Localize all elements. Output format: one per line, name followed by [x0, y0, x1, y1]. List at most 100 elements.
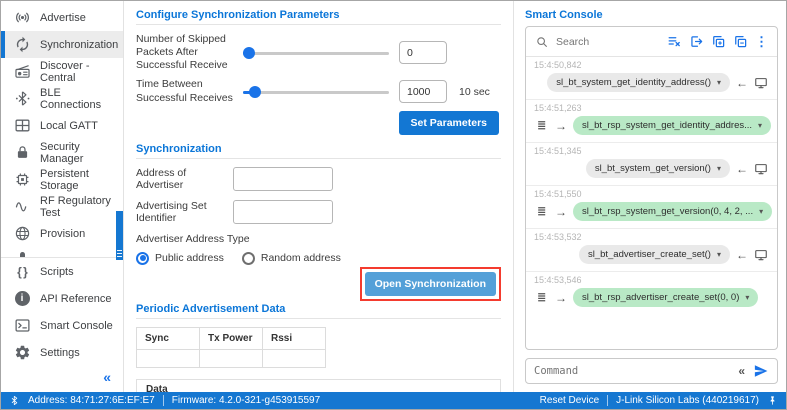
chevron-down-icon: ▾	[716, 78, 721, 87]
divider	[162, 395, 164, 406]
gear-icon	[13, 344, 31, 361]
radio-selected-icon[interactable]	[136, 251, 149, 265]
sidebar-item-advertise[interactable]: Advertise	[1, 4, 123, 31]
chevron-down-icon: ▾	[716, 164, 721, 173]
collapse-sidebar-button[interactable]: «	[103, 369, 111, 385]
sidebar-item-scripts[interactable]: { } Scripts	[1, 258, 123, 285]
log-command-pill[interactable]: sl_bt_system_get_version() ▾	[585, 159, 730, 178]
sidebar-item-security-manager[interactable]: Security Manager	[1, 139, 123, 166]
clear-log-icon[interactable]	[667, 34, 682, 49]
log-timestamp: 15:4:53,546	[534, 275, 582, 285]
sine-wave-icon	[13, 198, 31, 215]
log-entry: 15:4:53,532 sl_bt_advertiser_create_set(…	[526, 229, 777, 272]
radio-public-address[interactable]: Public address	[136, 251, 224, 265]
log-command-pill[interactable]: sl_bt_system_get_identity_address() ▾	[547, 73, 730, 92]
radio-icon	[13, 63, 31, 80]
sidebar-item-label: Provision	[40, 227, 86, 240]
lock-icon	[13, 144, 31, 161]
divider	[607, 395, 609, 406]
section-title-configure: Configure Synchronization Parameters	[136, 9, 340, 21]
sidebar-item-label: Synchronization	[40, 38, 119, 51]
sidebar-scrollbar-thumb[interactable]	[116, 211, 123, 260]
advertise-icon	[13, 9, 31, 26]
more-options-icon[interactable]: ⋮	[755, 34, 768, 49]
info-icon: i	[13, 291, 31, 306]
radio-unselected-icon[interactable]	[241, 251, 255, 265]
expand-all-icon[interactable]	[711, 34, 726, 49]
advertising-set-identifier-input[interactable]	[233, 199, 333, 224]
set-parameters-button[interactable]: Set Parameters	[398, 110, 499, 135]
sidebar-item-ble-connections[interactable]: BLE Connections	[1, 85, 123, 112]
export-log-icon[interactable]	[689, 34, 704, 49]
pin-icon[interactable]	[767, 395, 778, 406]
firmware-version: Firmware: 4.2.0-321-g453915597	[171, 395, 321, 406]
log-command-text: sl_bt_system_get_version()	[594, 163, 711, 174]
skipped-packets-slider[interactable]	[243, 46, 389, 59]
column-header: Rssi	[262, 326, 326, 350]
chevron-down-icon: ▾	[758, 121, 763, 130]
braces-icon: { }	[17, 264, 28, 279]
console-log-entries: 15:4:50,842 sl_bt_system_get_identity_ad…	[526, 57, 777, 349]
sidebar-item-discover-central[interactable]: Discover - Central	[1, 58, 123, 85]
sidebar-item-rf-regulatory-test[interactable]: RF Regulatory Test	[1, 193, 123, 220]
sidebar-item-label: Discover - Central	[40, 59, 90, 84]
open-synchronization-button[interactable]: Open Synchronization	[364, 271, 496, 296]
highlight-annotation: Open Synchronization	[359, 266, 501, 301]
sidebar-item-label: Local GATT	[40, 119, 98, 132]
field-row-advertising-set: Advertising Set Identifier	[136, 199, 501, 224]
log-response-pill[interactable]: sl_bt_rsp_system_get_identity_addres... …	[573, 116, 772, 135]
skipped-packets-input[interactable]	[399, 41, 447, 65]
open-synchronization-row: Open Synchronization	[136, 266, 501, 301]
sidebar-item-label: Settings	[40, 346, 80, 359]
section-title-synchronization: Synchronization	[136, 142, 222, 155]
arrow-left-icon: ←	[736, 247, 748, 262]
time-between-input[interactable]	[399, 80, 447, 103]
smart-console-panel: Smart Console	[513, 1, 786, 392]
sidebar-collapse-row: «	[1, 369, 123, 392]
sidebar-item-provision[interactable]: Provision	[1, 220, 123, 247]
terminal-icon	[13, 317, 31, 334]
sidebar-item-label: BLE Connections	[40, 86, 102, 111]
log-command-text: sl_bt_advertiser_create_set()	[587, 249, 711, 260]
field-label: Advertising Set Identifier	[136, 199, 207, 224]
monitor-icon	[754, 76, 768, 90]
sidebar-item-local-gatt[interactable]: Local GATT	[1, 112, 123, 139]
bluetooth-icon	[13, 90, 31, 107]
sidebar-item-smart-console[interactable]: Smart Console	[1, 312, 123, 339]
slider-thumb[interactable]	[243, 46, 255, 59]
sidebar: Advertise Synchronization Discover - Cen…	[1, 1, 124, 392]
sidebar-item-settings[interactable]: Settings	[1, 339, 123, 366]
time-between-slider[interactable]	[243, 85, 389, 98]
log-command-pill[interactable]: sl_bt_advertiser_create_set() ▾	[578, 245, 730, 264]
monitor-icon	[754, 248, 768, 262]
arrow-left-icon: ←	[736, 75, 748, 90]
log-command-text: sl_bt_system_get_identity_address()	[556, 77, 711, 88]
reset-device-button[interactable]: Reset Device	[539, 395, 600, 406]
log-timestamp: 15:4:51,263	[534, 103, 582, 113]
collapse-all-icon[interactable]	[733, 34, 748, 49]
device-address: Address: 84:71:27:6E:EF:E7	[28, 395, 155, 406]
clipped-sidebar-item[interactable]	[1, 247, 123, 258]
log-timestamp: 15:4:51,550	[534, 189, 582, 199]
table-header-row: Sync Tx Power Rssi	[136, 326, 326, 350]
send-button[interactable]	[753, 363, 769, 379]
slider-thumb[interactable]	[248, 85, 261, 98]
sidebar-item-label: Smart Console	[40, 319, 113, 332]
log-response-pill[interactable]: sl_bt_rsp_system_get_version(0, 4, 2, ..…	[573, 202, 773, 221]
sidebar-item-synchronization[interactable]: Synchronization	[1, 31, 123, 58]
command-input[interactable]	[534, 365, 731, 377]
sidebar-item-api-reference[interactable]: i API Reference	[1, 285, 123, 312]
console-search-row: ⋮	[526, 27, 777, 57]
advertiser-address-input[interactable]	[233, 166, 333, 191]
search-input[interactable]	[556, 35, 660, 48]
double-chevron-left-icon[interactable]: «	[738, 364, 745, 378]
field-row-advertiser-address: Address of Advertiser	[136, 166, 501, 191]
radio-random-address[interactable]: Random address	[241, 251, 341, 265]
table-header-row: Data	[136, 378, 501, 392]
advertisement-data-table: Data No data available	[136, 378, 501, 392]
log-response-pill[interactable]: sl_bt_rsp_advertiser_create_set(0, 0) ▾	[573, 288, 759, 307]
sidebar-item-persistent-storage[interactable]: Persistent Storage	[1, 166, 123, 193]
smart-console-title: Smart Console	[525, 9, 603, 21]
globe-icon	[13, 225, 31, 242]
arrow-right-icon: →	[555, 204, 567, 219]
